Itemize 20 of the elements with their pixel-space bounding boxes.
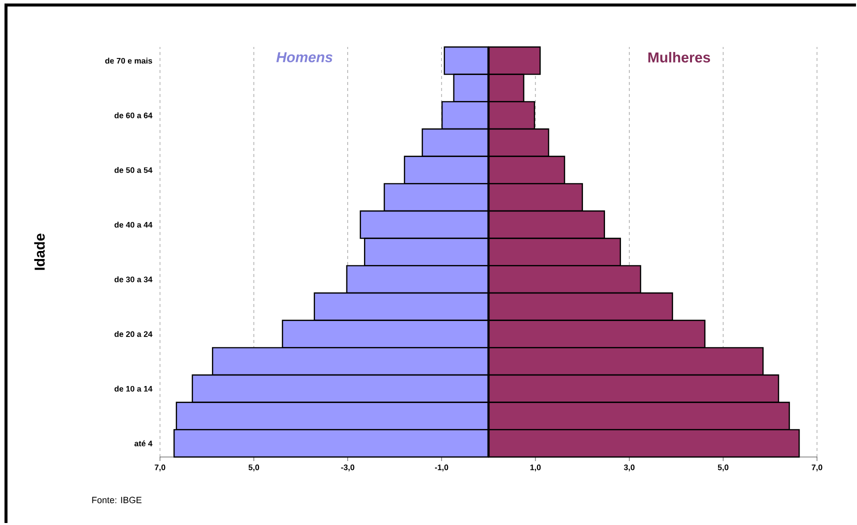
text: Homens <box>276 52 332 62</box>
x-tick-label: 5,0 <box>718 464 728 472</box>
x-tick-label: -3,0 <box>341 464 354 472</box>
source-note: Fonte: IBGE <box>92 496 142 504</box>
y-tick-label: até 4 <box>134 440 152 446</box>
y-tick-label: de 20 a 24 <box>114 331 152 337</box>
y-tick-label: de 70 e mais <box>105 58 152 64</box>
y-axis-title: Idade <box>34 234 45 270</box>
x-tick-label: 5,0 <box>248 464 260 472</box>
text: Mulheres <box>648 52 710 63</box>
x-tick-label: 3,0 <box>624 464 635 472</box>
y-tick-label: de 10 a 14 <box>114 386 152 392</box>
x-tick-label: -1,0 <box>434 464 448 472</box>
y-tick-label: de 30 a 34 <box>114 276 152 282</box>
y-tick-label: de 50 a 54 <box>114 167 152 173</box>
x-tick-label: 1,0 <box>530 464 541 472</box>
x-tick-label: 7,0 <box>812 464 822 472</box>
y-tick-label: de 60 a 64 <box>114 112 152 118</box>
x-tick-label: 7,0 <box>154 464 166 472</box>
y-tick-label: de 40 a 44 <box>114 222 152 228</box>
